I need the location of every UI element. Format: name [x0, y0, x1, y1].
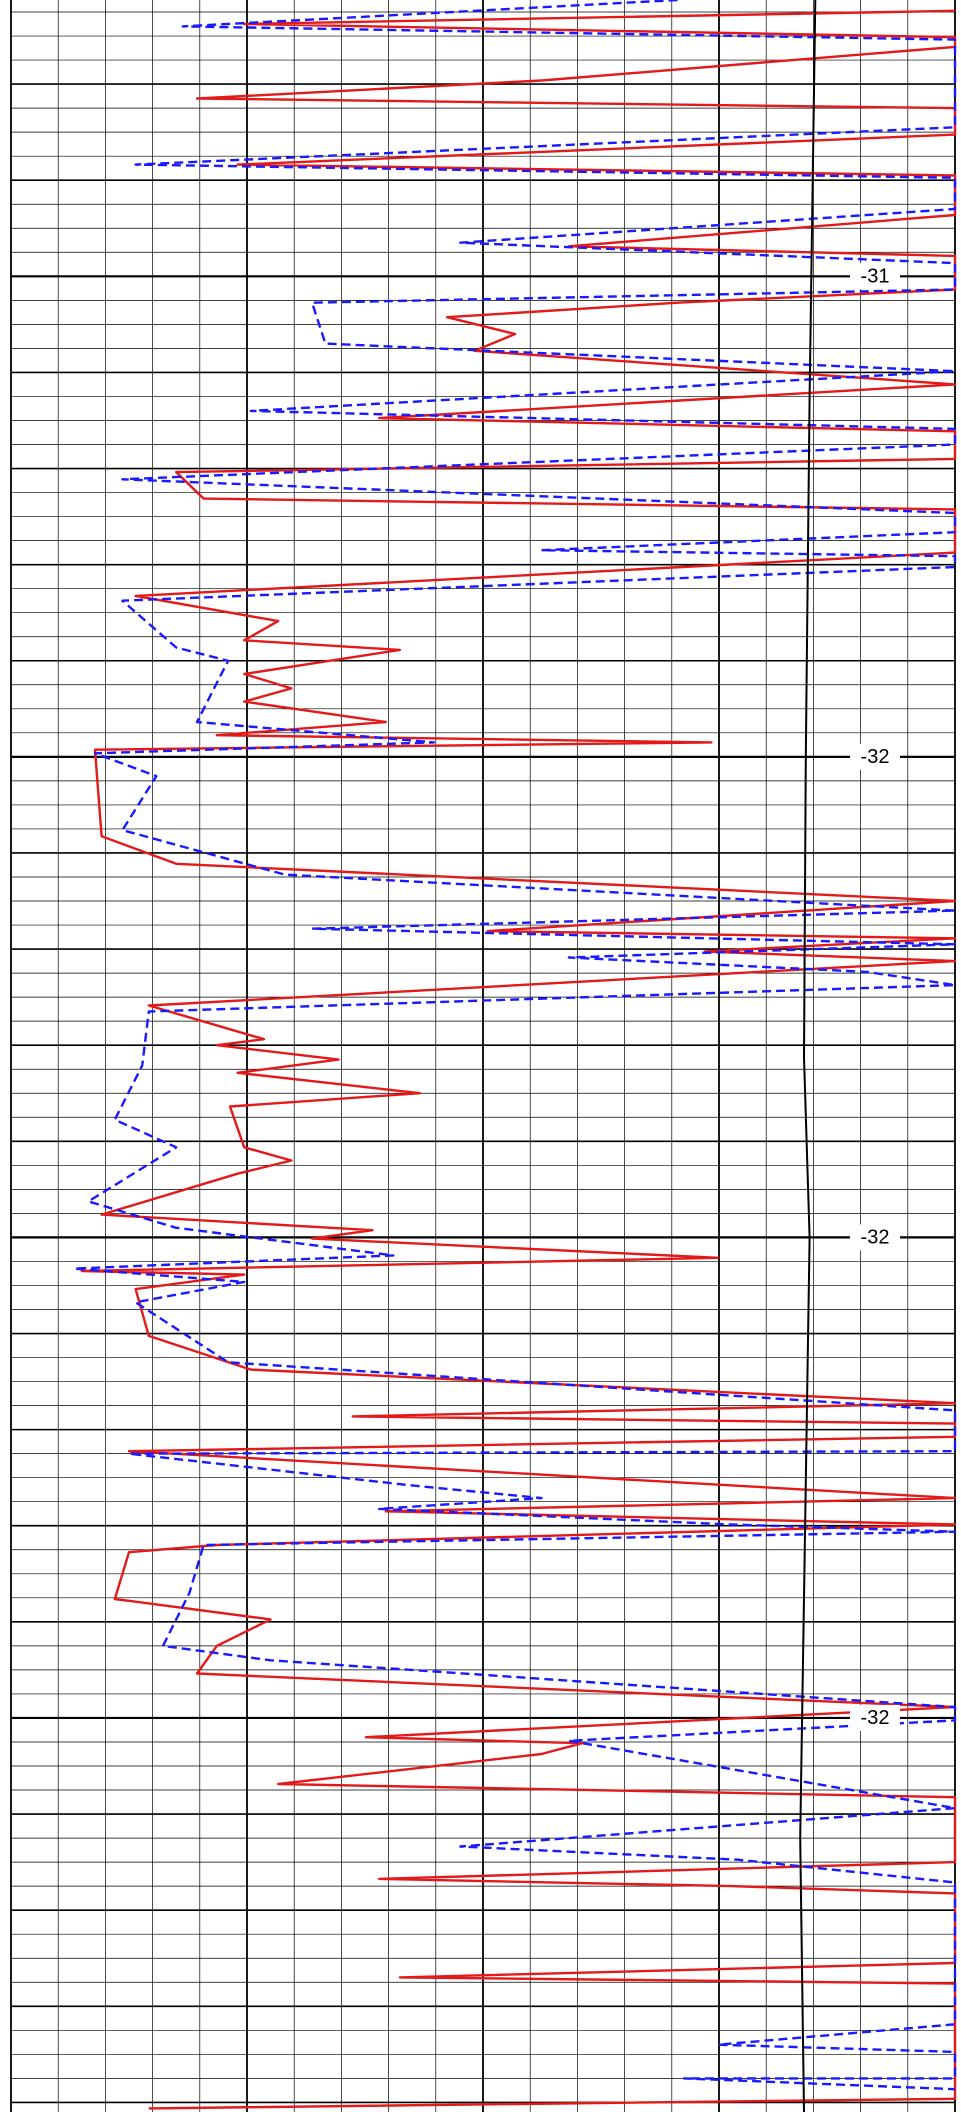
solid-curve — [80, 9, 957, 2110]
dashed-curve — [73, 0, 957, 2091]
solid-curve — [799, 0, 817, 2112]
curves — [73, 0, 957, 2112]
depth-label: -32 — [861, 1707, 890, 1729]
depth-label-bg — [850, 743, 900, 770]
depth-label-bg — [850, 1224, 900, 1251]
depth-labels: -31 -32 -32 -32 — [850, 263, 900, 1731]
depth-label-bg — [850, 1704, 900, 1731]
depth-label-bg — [850, 263, 900, 290]
depth-label: -31 — [861, 266, 890, 288]
depth-label: -32 — [861, 1227, 890, 1249]
depth-label: -32 — [861, 746, 890, 768]
